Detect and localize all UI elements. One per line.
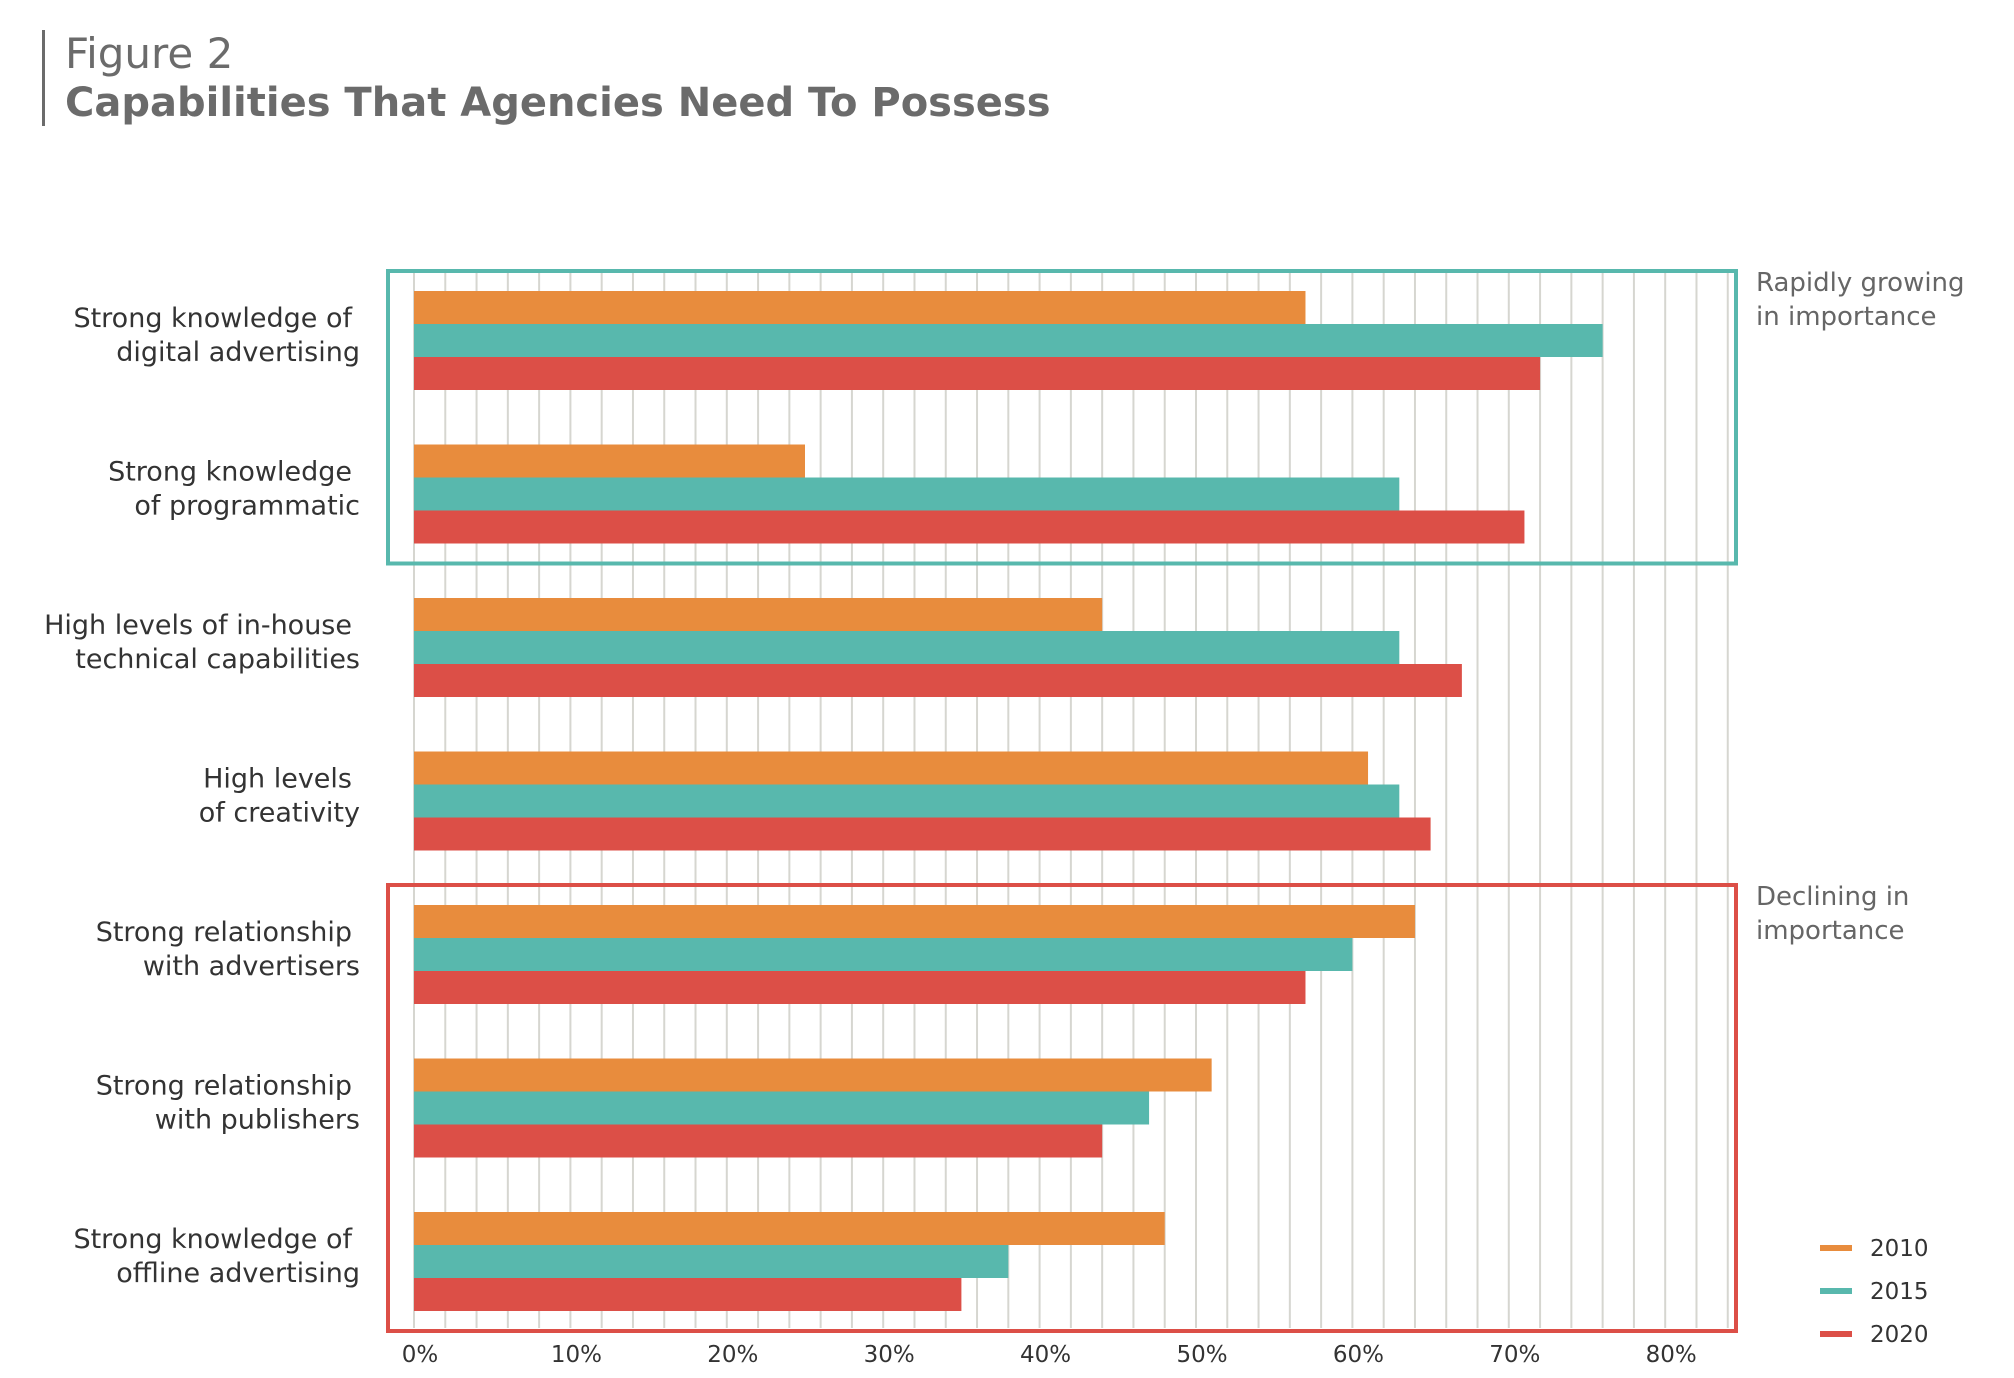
x-tick-label: 80% [1646, 1342, 1697, 1368]
category-label-line: High levels of in-house [44, 610, 352, 641]
x-tick-label: 40% [1020, 1342, 1071, 1368]
category-label-line: Strong knowledge [108, 457, 352, 488]
bar-2015-cat-5 [414, 1091, 1150, 1125]
x-tick-label: 10% [551, 1342, 602, 1368]
bar-2020-cat-4 [414, 971, 1306, 1004]
x-tick-label: 60% [1333, 1342, 1384, 1368]
category-label-line: technical capabilities [75, 644, 360, 675]
bar-2010-cat-5 [414, 1058, 1212, 1092]
category-label-line: of programmatic [134, 491, 360, 522]
annotation-note: Declining in importance [1756, 882, 1909, 946]
x-tick-label: 50% [1176, 1342, 1227, 1368]
category-label-line: High levels [203, 764, 352, 795]
annotation-note-line: Rapidly growing [1756, 268, 1965, 298]
bar-2010-cat-1 [414, 444, 805, 478]
growing-box [386, 269, 1738, 566]
category-label-line: Strong relationship [96, 917, 352, 948]
bar-2010-cat-3 [414, 751, 1369, 785]
bar-2020-cat-1 [414, 510, 1525, 544]
category-label: Strong knowledge of offline advertising [73, 1224, 360, 1289]
bar-2015-cat-6 [414, 1245, 1009, 1278]
bar-2020-cat-6 [414, 1278, 962, 1311]
category-label: High levels of in-house technical capabil… [44, 610, 360, 675]
title-block: Figure 2 Capabilities That Agencies Need… [42, 30, 1051, 126]
category-label: Strong knowledge of programmatic [108, 457, 360, 522]
category-label: Strong relationship with publishers [96, 1071, 360, 1136]
legend-label-2020: 2020 [1870, 1322, 1929, 1348]
legend-label-2015: 2015 [1870, 1279, 1929, 1305]
category-label: Strong knowledge of digital advertising [73, 303, 360, 368]
bar-2010-cat-2 [414, 598, 1103, 631]
x-tick-label: 70% [1489, 1342, 1540, 1368]
bar-2020-cat-0 [414, 357, 1541, 390]
bar-2015-cat-4 [414, 938, 1353, 971]
category-label-line: offline advertising [116, 1258, 360, 1289]
annotation-note-line: Declining in [1756, 882, 1909, 912]
x-tick-label: 20% [707, 1342, 758, 1368]
bar-2015-cat-3 [414, 784, 1400, 818]
category-label: High levels of creativity [199, 764, 360, 829]
category-label-line: with publishers [155, 1105, 360, 1136]
bar-2015-cat-1 [414, 477, 1400, 511]
legend-label-2010: 2010 [1870, 1236, 1929, 1262]
annotation-note-line: in importance [1756, 302, 1937, 332]
x-tick-label: 0% [402, 1342, 439, 1368]
bar-2020-cat-2 [414, 664, 1462, 697]
x-tick-label: 30% [864, 1342, 915, 1368]
annotation-note-line: importance [1756, 916, 1905, 946]
category-label-line: digital advertising [116, 337, 360, 368]
category-label-line: Strong relationship [96, 1071, 352, 1102]
bar-2010-cat-0 [414, 291, 1306, 324]
bar-2020-cat-5 [414, 1124, 1103, 1158]
bar-2010-cat-4 [414, 905, 1415, 938]
category-label-line: with advertisers [143, 951, 360, 982]
bar-2015-cat-0 [414, 324, 1603, 357]
category-label-line: Strong knowledge of [73, 1224, 353, 1255]
bar-2020-cat-3 [414, 817, 1431, 851]
category-label: Strong relationship with advertisers [96, 917, 360, 982]
figure-label: Figure 2 [65, 29, 234, 78]
bar-2015-cat-2 [414, 631, 1400, 664]
figure-title: Capabilities That Agencies Need To Posse… [65, 80, 1051, 126]
annotation-note: Rapidly growing in importance [1756, 268, 1965, 332]
category-label-line: of creativity [199, 798, 360, 829]
declining-box [386, 883, 1738, 1333]
category-label-line: Strong knowledge of [73, 303, 353, 334]
bar-2010-cat-6 [414, 1212, 1165, 1245]
